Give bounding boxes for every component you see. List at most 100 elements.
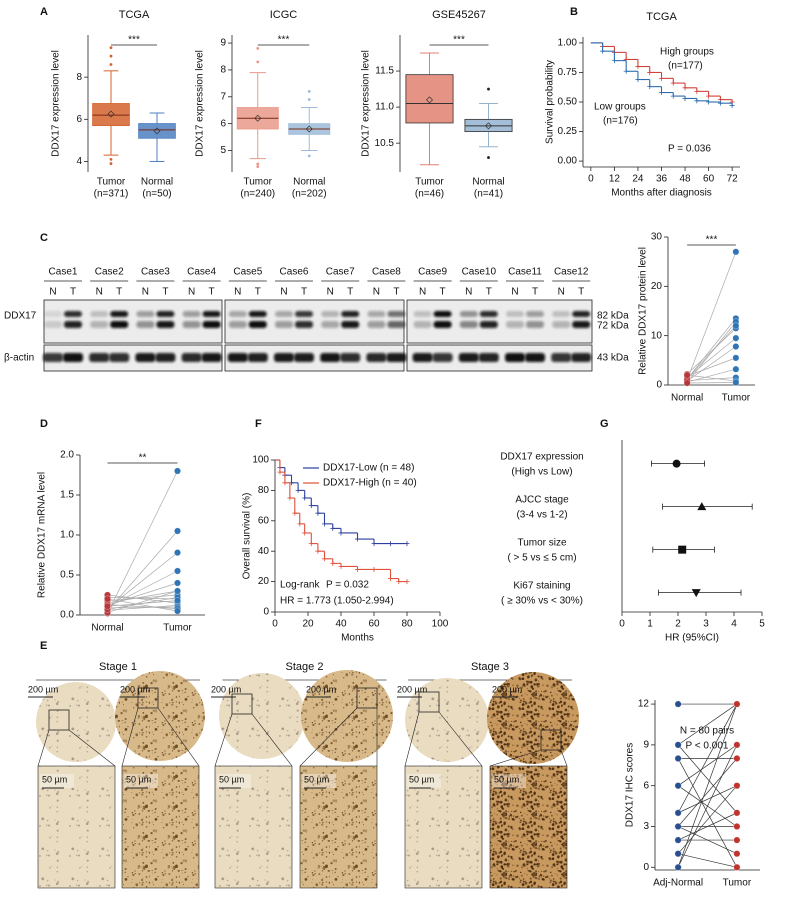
censor-mark	[277, 469, 283, 475]
zoom-box	[418, 691, 440, 713]
dot	[732, 322, 740, 330]
annotation: P = 0.032	[326, 580, 369, 591]
x-tick-label: Normal	[141, 177, 173, 188]
band-82	[90, 311, 109, 317]
lane-label: N	[373, 287, 380, 298]
annotation: P < 0.001	[686, 741, 729, 752]
scale-label: 50 µm	[42, 774, 67, 784]
y-tick-label: 12	[638, 699, 650, 710]
band-72	[110, 321, 129, 328]
outlier	[307, 98, 311, 101]
lane-label: T	[301, 287, 307, 298]
pair-line	[687, 357, 736, 377]
dot	[732, 343, 740, 350]
band-82	[156, 311, 175, 317]
y-tick-label: 0.0	[60, 610, 74, 621]
x-tick-label: 0	[588, 174, 594, 185]
legend-label: DDX17-High (n = 40)	[323, 478, 417, 489]
y-axis-label: DDX17 expression level	[195, 50, 206, 157]
pair-line	[677, 758, 738, 827]
x-axis-label: Months after diagnosis	[611, 188, 712, 199]
row-label: Ki67 staining	[513, 580, 570, 591]
row-sublabel: (High vs Low)	[511, 466, 572, 477]
zoom-connector	[489, 749, 542, 767]
band-72	[228, 321, 247, 328]
zoom-image	[37, 765, 116, 889]
x-tick-label: 3	[703, 619, 709, 630]
y-tick-label: 0	[643, 862, 649, 873]
zoom-image	[121, 765, 200, 889]
x-tick-label: Tumor	[243, 177, 272, 188]
y-tick-label: 10	[651, 330, 663, 341]
case-label: Case8	[372, 267, 401, 278]
band-82	[64, 311, 82, 317]
band-actin	[320, 353, 341, 362]
band-72	[156, 321, 175, 328]
group-count: (n=177)	[668, 61, 703, 72]
x-tick-label: 1	[647, 619, 653, 630]
zoom-box	[48, 709, 70, 731]
x-axis-label: HR (95%CI)	[665, 633, 719, 644]
y-tick-label: 20	[258, 576, 270, 587]
x-tick-label: Tumor	[163, 623, 192, 634]
outlier	[256, 162, 260, 166]
lane-label: N	[96, 287, 103, 298]
tissue-core	[487, 672, 579, 764]
band-actin	[43, 353, 63, 362]
pair-line	[677, 744, 738, 786]
band-82	[341, 311, 360, 317]
band-82	[202, 311, 221, 317]
box	[405, 74, 454, 124]
x-tick-label: 0	[272, 619, 278, 630]
zoom-connector	[438, 711, 483, 767]
band-72	[321, 321, 340, 328]
x-tick-label: 20	[302, 619, 314, 630]
lane-label: N	[234, 287, 241, 298]
case-label: Case10	[462, 267, 497, 278]
panel-letter: B	[570, 6, 578, 18]
case-label: Case7	[326, 267, 355, 278]
dot	[674, 755, 682, 762]
band-82	[275, 311, 293, 317]
scale-backing	[407, 774, 441, 788]
mean-marker	[426, 96, 433, 104]
y-axis-label: Overall survival (%)	[242, 493, 253, 580]
band-82	[552, 311, 571, 317]
lane-label: T	[162, 287, 168, 298]
annotation: Log-rank	[280, 580, 320, 591]
censor-mark	[287, 495, 293, 501]
y-tick-label: 2.0	[60, 450, 74, 461]
x-tick-sublabel: (n=240)	[240, 189, 275, 200]
x-tick-label: 24	[632, 174, 644, 185]
x-tick-label: Normal	[671, 393, 703, 404]
x-tick-label: 72	[727, 174, 739, 185]
zoom-connector	[121, 707, 139, 767]
dot	[733, 836, 741, 844]
dot	[732, 248, 740, 256]
size-label: 82 kDa	[597, 311, 629, 322]
x-tick-label: Tumor	[97, 177, 126, 188]
stage-label: Stage 2	[286, 661, 324, 673]
censor-mark	[308, 541, 314, 547]
band-82	[479, 311, 498, 317]
outlier	[109, 162, 113, 165]
row-sublabel: (3-4 vs 1-2)	[516, 509, 567, 520]
y-tick-label: 5	[220, 145, 226, 156]
y-tick-label: 1.5	[60, 490, 74, 501]
band-actin	[201, 353, 222, 362]
x-tick-label: 80	[401, 619, 413, 630]
y-tick-label: 60	[258, 515, 270, 526]
protein-label: DDX17	[4, 311, 37, 322]
y-tick-label: 0.50	[558, 97, 578, 108]
y-axis-label: Survival probability	[545, 60, 556, 144]
outlier	[109, 46, 113, 50]
tissue-core	[301, 670, 393, 762]
significance-label: ***	[706, 235, 718, 246]
lane-label: N	[419, 287, 426, 298]
case-label: Case2	[95, 267, 124, 278]
y-tick-label: 30	[651, 232, 663, 243]
outlier	[307, 90, 311, 93]
zoom-image	[489, 765, 568, 889]
band-82	[367, 311, 386, 317]
censor-mark	[302, 495, 308, 501]
